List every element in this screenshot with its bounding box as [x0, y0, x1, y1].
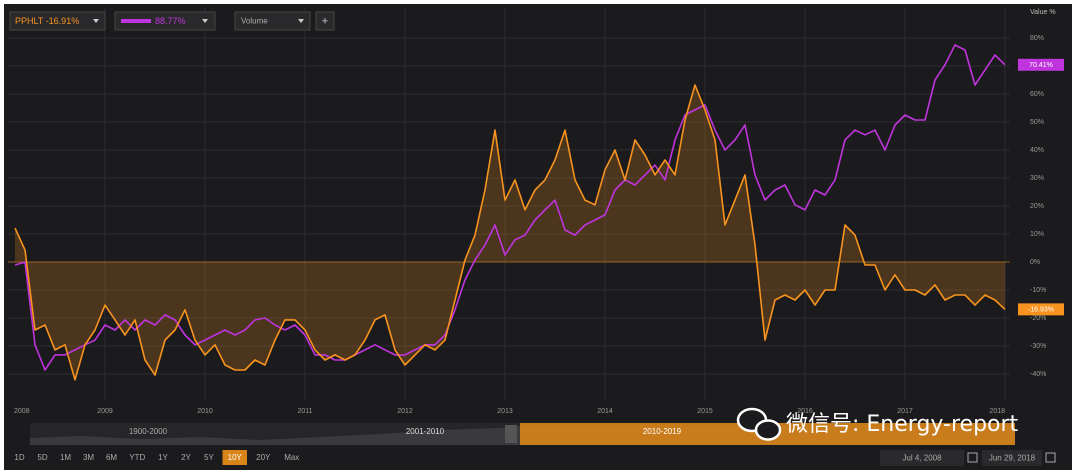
navigator-label: 2001-2010	[406, 427, 445, 436]
x-tick-label: 2010	[197, 408, 213, 415]
legend-entry: 88.77%	[155, 16, 186, 26]
dropdown-caret	[202, 19, 208, 23]
y-tick-label: -20%	[1030, 315, 1046, 322]
range-button-label: 5D	[37, 453, 47, 462]
start-date: Jul 4, 2008	[902, 454, 942, 463]
range-button[interactable]	[176, 450, 196, 465]
range-button[interactable]	[33, 450, 52, 465]
dropdown-caret	[298, 19, 304, 23]
range-button[interactable]	[10, 450, 29, 465]
x-tick-label: 2017	[897, 408, 913, 415]
volume-selector[interactable]	[234, 11, 311, 31]
range-button[interactable]	[125, 450, 150, 465]
range-button-label: 10Y	[228, 453, 243, 462]
y-tick-label: 20%	[1030, 203, 1044, 210]
dropdown-caret	[93, 19, 99, 23]
date-range: Jul 4, 2008 Jun 29, 2018	[880, 450, 1056, 466]
range-button-label: 1Y	[158, 453, 168, 462]
x-tick-label: 2013	[497, 408, 513, 415]
range-button[interactable]	[279, 450, 305, 465]
x-tick-label: 2009	[97, 408, 113, 415]
add-button[interactable]	[315, 11, 335, 31]
range-button-label: 2Y	[181, 453, 191, 462]
navigator-handle[interactable]	[505, 425, 517, 443]
range-button-label: 20Y	[256, 453, 271, 462]
plot-area	[8, 8, 1010, 400]
x-tick-label: 2016	[797, 408, 813, 415]
x-tick-label: 2012	[397, 408, 413, 415]
range-button[interactable]	[79, 450, 98, 465]
range-button-label: 3M	[83, 453, 94, 462]
x-tick-label: 2011	[297, 408, 312, 415]
toolbar: PPHLT -16.91% 88.77% Volume +	[9, 11, 335, 31]
date-box[interactable]	[982, 450, 1042, 466]
range-button-label: 1D	[14, 453, 24, 462]
y-tick-label: 10%	[1030, 231, 1044, 238]
legend-entry: PPHLT -16.91%	[15, 16, 79, 26]
y-tick-label: -30%	[1030, 343, 1046, 350]
wechat-icon	[754, 419, 782, 441]
range-button[interactable]	[153, 450, 173, 465]
series-line	[14, 84, 1006, 381]
y-axis-title: Value %	[1030, 9, 1056, 16]
chart-background	[4, 4, 1072, 470]
range-button[interactable]	[199, 450, 219, 465]
series-area	[15, 85, 1005, 380]
y-tick-label: 0%	[1030, 259, 1040, 266]
navigator-label: 1900-2000	[129, 427, 168, 436]
range-button[interactable]	[56, 450, 75, 465]
date-box[interactable]	[880, 450, 964, 466]
navigator-label: 2010-2019	[643, 427, 682, 436]
range-button-label: 1M	[60, 453, 71, 462]
y-tick-label: 50%	[1030, 119, 1044, 126]
y-tick-label: 30%	[1030, 175, 1044, 182]
x-tick-label: 2014	[597, 408, 613, 415]
y-tick-label: 60%	[1030, 91, 1044, 98]
y-tick-label: -40%	[1030, 371, 1046, 378]
range-button-label: YTD	[129, 453, 145, 462]
range-button-label: Max	[284, 453, 299, 462]
end-badge	[1018, 303, 1064, 316]
range-button-label: 5Y	[204, 453, 214, 462]
legend-swatch	[121, 19, 151, 23]
x-tick-label: 2018	[989, 408, 1005, 415]
volume-label: Volume	[241, 17, 268, 26]
range-button[interactable]	[251, 450, 276, 465]
x-tick-label: 2008	[14, 408, 30, 415]
range-button-label: 6M	[106, 453, 117, 462]
range-button[interactable]	[102, 450, 121, 465]
end-date: Jun 29, 2018	[989, 454, 1036, 463]
watermark: 微信号: Energy-report	[736, 407, 1019, 441]
x-tick-label: 2015	[697, 408, 713, 415]
end-badge	[1018, 58, 1064, 71]
y-tick-label: 40%	[1030, 147, 1044, 154]
y-tick-label: -10%	[1030, 287, 1046, 294]
watermark-text: 微信号: Energy-report	[786, 412, 1019, 437]
series-line	[14, 44, 1006, 371]
calendar-icon[interactable]	[967, 452, 978, 463]
end-badge-label: -16.93%	[1028, 307, 1054, 314]
calendar-icon[interactable]	[1045, 452, 1056, 463]
series-selector[interactable]	[9, 11, 106, 31]
y-tick-label: 80%	[1030, 35, 1044, 42]
range-buttons: 1D 5D 1M 3M 6M YTD 1Y 2Y 5Y 10Y 20Y Max	[10, 450, 304, 465]
end-badge-label: 70.41%	[1029, 62, 1053, 69]
add-label: +	[322, 15, 328, 27]
range-button[interactable]	[222, 450, 248, 465]
series-selector[interactable]	[114, 11, 216, 31]
